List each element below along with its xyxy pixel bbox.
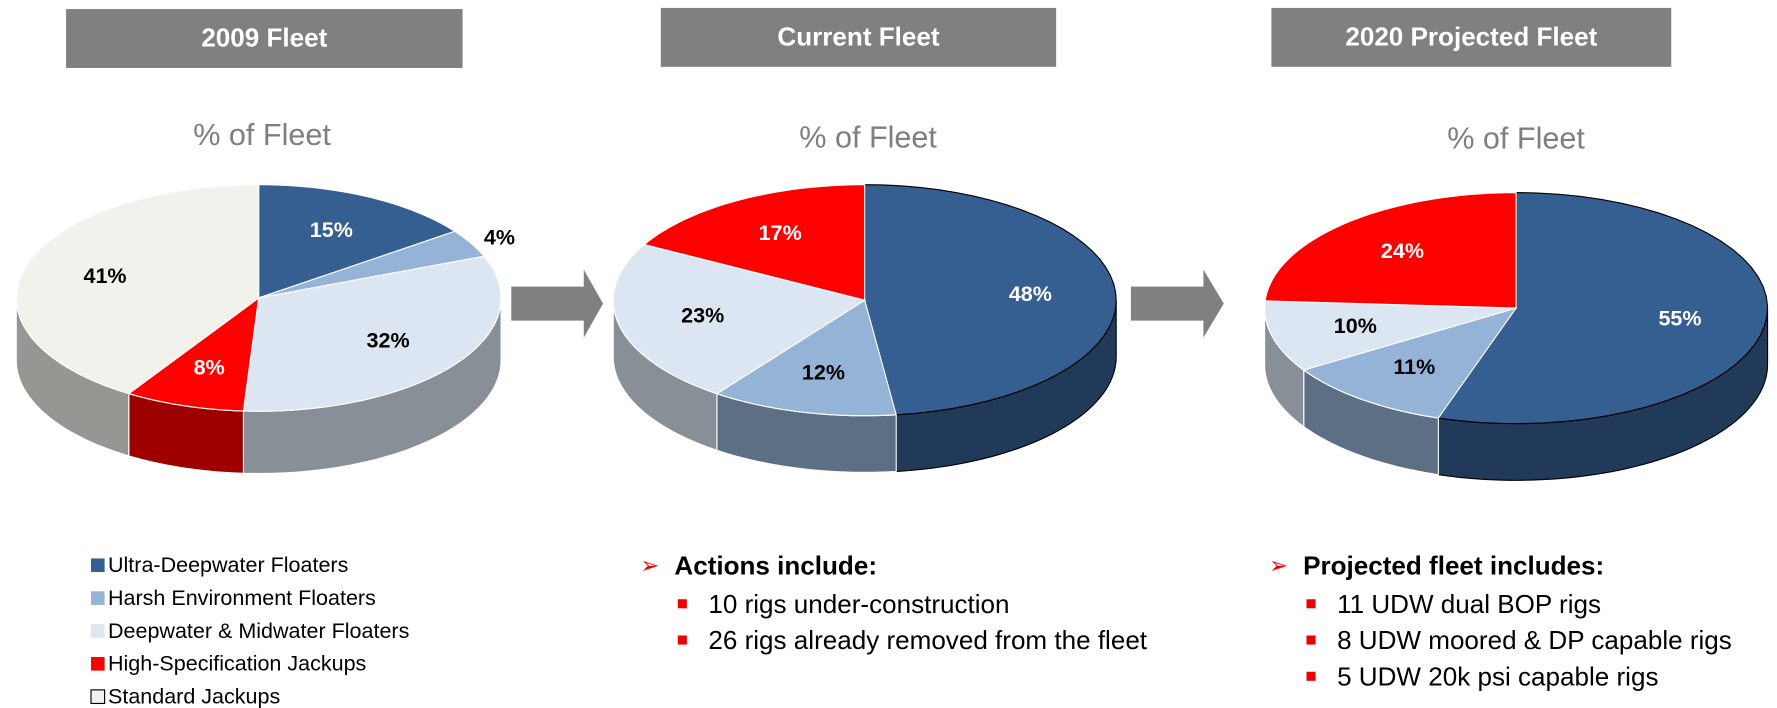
note: 5 UDW 20k psi capable rigs: [1337, 661, 1658, 691]
note: 26 rigs already removed from the fleet: [708, 625, 1147, 655]
note-arrow: ➢: [1269, 553, 1288, 579]
legend-swatch: [91, 657, 105, 671]
data-label: 41%: [83, 264, 126, 288]
data-label: 8%: [194, 356, 225, 380]
legend-swatch: [91, 591, 105, 605]
pie-slice: [1302, 307, 1518, 419]
data-label: 23%: [681, 304, 724, 328]
pie-slice: [242, 255, 502, 412]
note-title: Projected fleet includes:: [1303, 550, 1604, 580]
arrow: [1130, 269, 1224, 338]
pie-slice: [15, 184, 260, 395]
legend-label: Harsh Environment Floaters: [108, 586, 376, 610]
pie-slice: [1264, 300, 1517, 371]
chart-subtitle: % of Fleet: [799, 120, 937, 154]
data-label: 55%: [1658, 307, 1701, 331]
note-title: Actions include:: [674, 550, 877, 580]
chart-title: 2020 Projected Fleet: [1345, 21, 1597, 51]
legend-label: Ultra-Deepwater Floaters: [108, 553, 348, 577]
arrow: [511, 269, 604, 338]
legend-swatch: [91, 558, 105, 573]
bullet: [677, 599, 687, 609]
legend-label: High-Specification Jackups: [108, 652, 366, 676]
chart-title: 2009 Fleet: [201, 23, 327, 53]
note: 10 rigs under-construction: [708, 589, 1009, 619]
pie-slice: [127, 296, 260, 412]
legend-swatch: [91, 624, 105, 638]
header-box: [66, 9, 463, 68]
bullet: [1306, 671, 1316, 681]
note: 11 UDW dual BOP rigs: [1337, 589, 1601, 619]
data-label: 24%: [1381, 239, 1424, 263]
bullet: [1306, 635, 1316, 645]
data-label: 32%: [367, 329, 410, 353]
data-label: 17%: [759, 221, 802, 245]
note: 8 UDW moored & DP capable rigs: [1337, 625, 1732, 655]
legend-label: Standard Jackups: [108, 684, 280, 708]
chart-title: Current Fleet: [777, 21, 939, 51]
data-label: 10%: [1334, 314, 1377, 338]
data-label: 4%: [484, 226, 515, 250]
pie-slice: [1437, 191, 1769, 425]
pie-slice: [643, 184, 866, 301]
pie-slice: [258, 184, 457, 299]
chart-subtitle: % of Fleet: [193, 118, 331, 152]
data-label: 11%: [1393, 355, 1435, 379]
chart-subtitle: % of Fleet: [1447, 122, 1585, 156]
pie-slice: [864, 184, 1117, 416]
legend-swatch: [90, 689, 106, 705]
legend-label: Deepwater & Midwater Floaters: [108, 619, 409, 643]
pie-slice: [1264, 192, 1517, 309]
header-box: [660, 7, 1057, 67]
note-arrow: ➢: [640, 553, 659, 579]
bullet: [677, 635, 687, 645]
bullet: [1306, 599, 1316, 609]
pie-slice: [258, 230, 486, 299]
data-label: 12%: [802, 361, 845, 385]
header-box: [1271, 7, 1672, 67]
pie-slice: [715, 299, 897, 417]
data-label: 15%: [310, 218, 353, 242]
data-label: 48%: [1009, 282, 1052, 306]
pie-slice: [612, 243, 867, 395]
